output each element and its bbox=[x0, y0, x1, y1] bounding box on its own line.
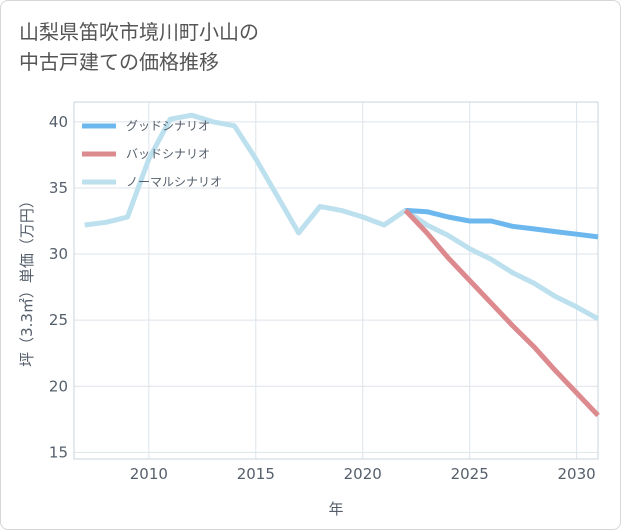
normal-scenario-line bbox=[84, 112, 600, 321]
legend-good-label: グッドシナリオ bbox=[126, 119, 210, 133]
y-tick-label: 15 bbox=[49, 443, 68, 461]
good-scenario-line bbox=[405, 207, 599, 240]
y-tick-labels: 15 20 25 30 35 40 bbox=[49, 113, 68, 462]
x-tick-labels: 2010 2015 2020 2025 2030 bbox=[130, 465, 596, 483]
y-tick-label: 20 bbox=[49, 377, 68, 395]
x-tick-label: 2010 bbox=[130, 465, 168, 483]
legend-normal-label: ノーマルシナリオ bbox=[126, 175, 222, 189]
chart-title: 山梨県笛吹市境川町小山の 中古戸建ての価格推移 bbox=[19, 17, 259, 77]
y-tick-label: 30 bbox=[49, 245, 68, 263]
x-tick-label: 2020 bbox=[344, 465, 382, 483]
series-lines bbox=[84, 112, 600, 418]
title-line-1: 山梨県笛吹市境川町小山の bbox=[19, 20, 259, 44]
x-tick-label: 2025 bbox=[451, 465, 489, 483]
legend-bad-label: バッドシナリオ bbox=[126, 147, 210, 161]
x-tick-label: 2030 bbox=[558, 465, 596, 483]
x-axis-label: 年 bbox=[328, 500, 343, 518]
bad-scenario-line bbox=[403, 208, 600, 418]
y-tick-label: 35 bbox=[49, 179, 68, 197]
x-tick-label: 2015 bbox=[237, 465, 275, 483]
plot-frame bbox=[73, 101, 599, 460]
y-axis-label: 坪（3.3㎡）単価（万円） bbox=[18, 193, 36, 367]
title-line-2: 中古戸建ての価格推移 bbox=[19, 50, 219, 74]
y-tick-label: 25 bbox=[49, 311, 68, 329]
y-tick-label: 40 bbox=[49, 113, 68, 131]
